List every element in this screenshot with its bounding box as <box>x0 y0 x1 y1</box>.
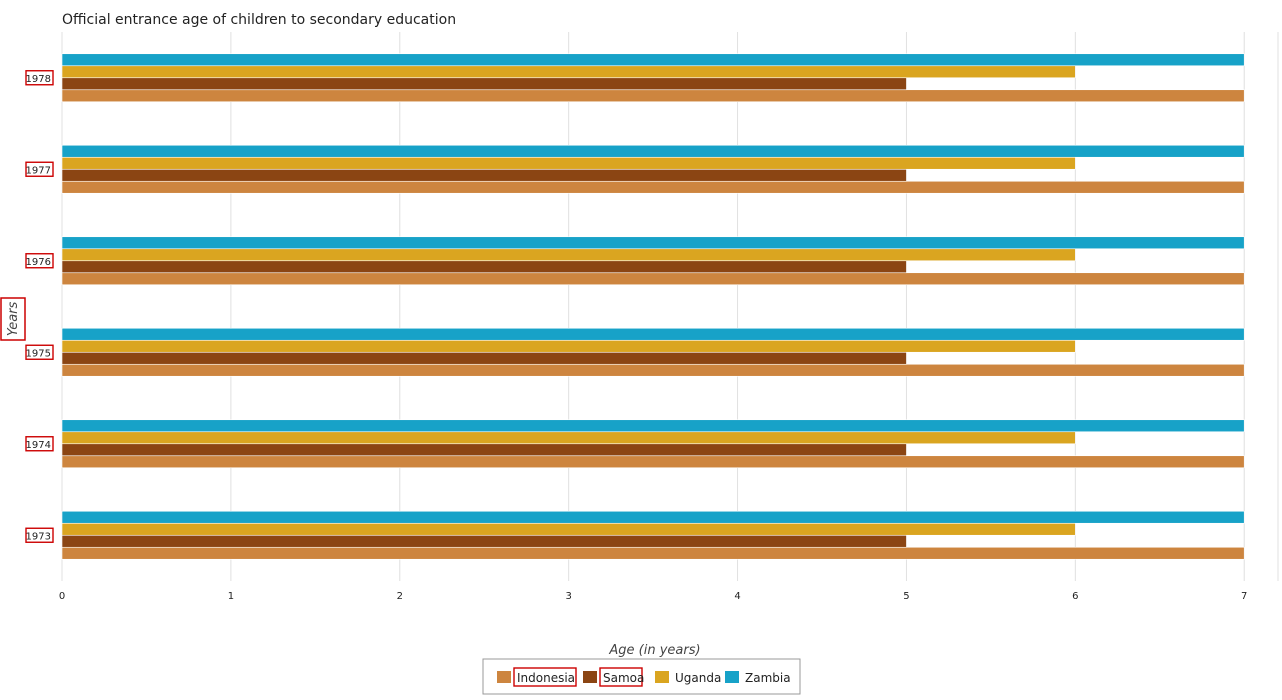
x-tick-label: 7 <box>1241 591 1247 602</box>
bar-indonesia-1976 <box>61 272 1245 286</box>
bar-uganda-1977 <box>61 156 1076 170</box>
bar-indonesia-1974 <box>61 455 1245 469</box>
legend-label-indonesia: Indonesia <box>517 671 575 685</box>
bar-samoa-1973 <box>61 534 907 548</box>
chart-title: Official entrance age of children to sec… <box>62 12 456 28</box>
y-tick-label: 1974 <box>26 440 51 451</box>
bar-samoa-1977 <box>61 168 907 182</box>
x-axis-ticks: 0 1 2 3 4 5 6 7 <box>59 591 1248 602</box>
bar-indonesia-1977 <box>61 180 1245 194</box>
x-tick-label: 5 <box>903 591 909 602</box>
bar-zambia-1975 <box>61 327 1245 341</box>
y-tick-label: 1973 <box>26 531 51 542</box>
bar-uganda-1973 <box>61 522 1076 536</box>
y-axis-label: Years <box>6 301 21 336</box>
x-tick-label: 4 <box>734 591 740 602</box>
legend-label-box <box>513 667 577 687</box>
bar-samoa-1974 <box>61 443 907 457</box>
bars <box>61 53 1245 560</box>
legend-label-uganda: Uganda <box>675 671 721 685</box>
y-tick-box <box>25 436 54 452</box>
legend-label-samoa: Samoa <box>603 671 644 685</box>
x-axis-label: Age (in years) <box>608 643 700 658</box>
y-tick-label: 1975 <box>26 348 51 359</box>
legend-label-box <box>599 667 643 687</box>
grid <box>61 32 1279 581</box>
y-axis-label-group: Years <box>0 297 26 341</box>
bar-indonesia-1973 <box>61 546 1245 560</box>
bar-zambia-1978 <box>61 53 1245 67</box>
legend-swatch-uganda <box>655 671 669 683</box>
x-tick-label: 3 <box>565 591 571 602</box>
bar-uganda-1978 <box>61 65 1076 79</box>
y-axis-ticks: 1973 1974 1975 1976 1977 1978 <box>25 70 54 543</box>
legend: Indonesia Samoa Uganda Zambia <box>482 658 801 695</box>
x-tick-label: 0 <box>59 591 65 602</box>
legend-swatch-indonesia <box>497 671 511 683</box>
bar-indonesia-1978 <box>61 89 1245 103</box>
x-tick-label: 2 <box>397 591 403 602</box>
bar-zambia-1973 <box>61 510 1245 524</box>
y-tick-box <box>25 161 54 177</box>
bar-samoa-1976 <box>61 260 907 274</box>
bar-samoa-1975 <box>61 351 907 365</box>
y-tick-label: 1977 <box>26 165 51 176</box>
legend-swatch-zambia <box>725 671 739 683</box>
y-tick-box <box>25 527 54 543</box>
y-tick-label: 1978 <box>26 74 51 85</box>
bar-indonesia-1975 <box>61 363 1245 377</box>
bar-uganda-1976 <box>61 248 1076 262</box>
legend-label-zambia: Zambia <box>745 671 791 685</box>
y-tick-label: 1976 <box>26 257 51 268</box>
bar-zambia-1977 <box>61 144 1245 158</box>
bar-uganda-1974 <box>61 431 1076 445</box>
y-tick-box <box>25 253 54 269</box>
y-tick-box <box>25 70 54 86</box>
legend-swatch-samoa <box>583 671 597 683</box>
bar-zambia-1974 <box>61 419 1245 433</box>
x-tick-label: 1 <box>228 591 234 602</box>
y-tick-box <box>25 344 54 360</box>
bar-samoa-1978 <box>61 77 907 91</box>
bar-uganda-1975 <box>61 339 1076 353</box>
x-tick-label: 6 <box>1072 591 1078 602</box>
bar-zambia-1976 <box>61 236 1245 250</box>
